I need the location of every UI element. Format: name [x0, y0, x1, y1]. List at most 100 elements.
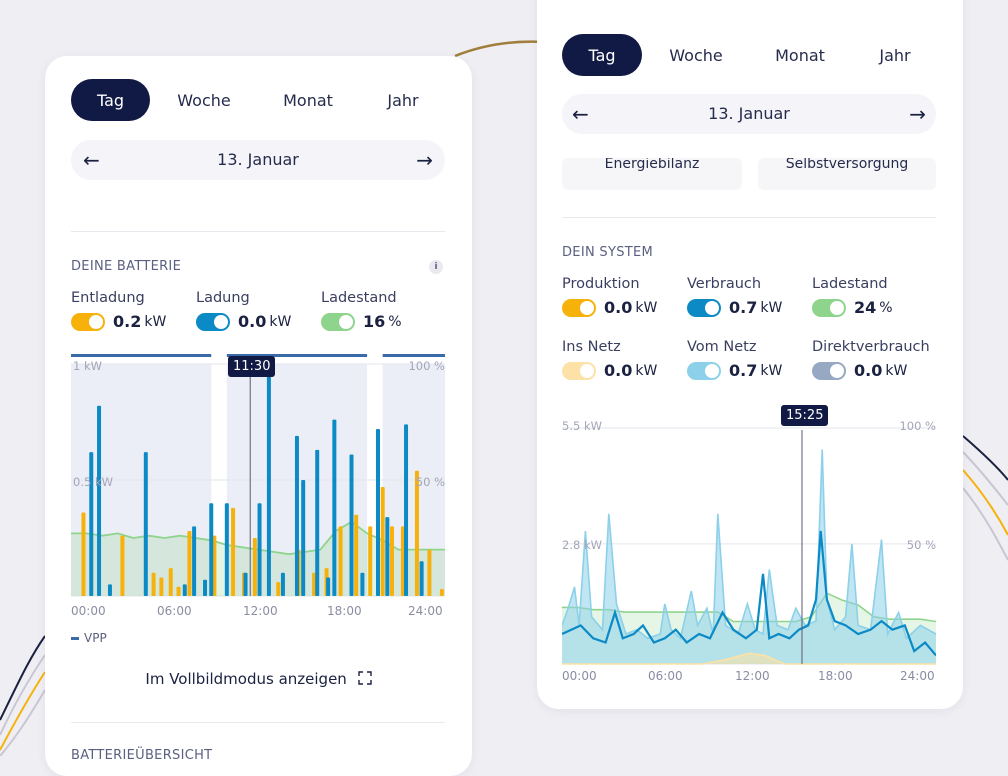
period-tabs: Tag Woche Monat Jahr: [562, 34, 940, 76]
expand-icon: [357, 670, 372, 689]
y2-axis-label-mid: 50 %: [906, 538, 936, 552]
bar-ladung: [182, 584, 187, 596]
metric-value: 16: [363, 312, 386, 331]
tab-tag[interactable]: Tag: [562, 34, 642, 76]
metric-unit: kW: [269, 313, 292, 330]
bar-ladung: [192, 526, 197, 596]
metric-label: Entladung: [71, 290, 145, 306]
vpp-bar: [226, 354, 368, 357]
tab-woche[interactable]: Woche: [669, 45, 723, 65]
x-tick: 12:00: [735, 669, 770, 683]
background-decoration: [0, 40, 1008, 756]
toggle-ladestand[interactable]: [321, 312, 355, 331]
bar-entladung: [212, 535, 217, 596]
subtab-selbstversorgung[interactable]: Selbstversorgung: [758, 158, 936, 190]
metric-label: Verbrauch: [687, 276, 762, 292]
bar-entladung: [81, 512, 86, 596]
metric-value: 0.0: [604, 361, 633, 380]
x-tick: 18:00: [818, 669, 853, 683]
fullscreen-link[interactable]: Im Vollbildmodus anzeigen: [45, 670, 472, 689]
toggle-produktion[interactable]: [562, 298, 596, 317]
metric-value: 0.0: [604, 298, 633, 317]
metric-unit: kW: [144, 313, 167, 330]
toggle-ladestand[interactable]: [812, 298, 846, 317]
bar-entladung: [368, 526, 373, 596]
bar-ladung: [404, 424, 409, 596]
date-navigator: ← 13. Januar →: [71, 140, 445, 180]
metric-unit: kW: [885, 362, 908, 379]
bar-ladung: [89, 452, 94, 596]
metric-label: Ladestand: [812, 276, 888, 292]
vpp-bar: [71, 354, 212, 357]
vpp-bar: [382, 354, 445, 357]
bar-ladung: [301, 480, 306, 596]
legend-swatch: [71, 636, 79, 640]
bar-ladung: [315, 449, 320, 596]
y2-axis-label-top: 100 %: [408, 359, 445, 373]
toggle-entladung[interactable]: [71, 312, 105, 331]
chart-legend: VPP: [71, 631, 107, 645]
info-icon[interactable]: i: [429, 260, 443, 274]
tab-jahr[interactable]: Jahr: [387, 90, 419, 110]
vom-netz-area: [562, 449, 936, 664]
bar-entladung: [338, 526, 343, 596]
metric-direktverbrauch: Direktverbrauch 0.0 kW: [812, 339, 930, 380]
metric-label: Ladestand: [321, 290, 397, 306]
tab-jahr[interactable]: Jahr: [879, 45, 911, 65]
bar-entladung: [439, 589, 444, 596]
tab-monat[interactable]: Monat: [775, 45, 825, 65]
x-tick: 18:00: [327, 604, 362, 618]
metric-label: Produktion: [562, 276, 640, 292]
divider: [71, 722, 445, 723]
bar-entladung: [120, 535, 125, 596]
x-tick: 12:00: [243, 604, 278, 618]
bar-entladung: [252, 538, 257, 596]
tab-monat[interactable]: Monat: [283, 90, 333, 110]
bar-ladung: [280, 572, 285, 596]
tab-tag[interactable]: Tag: [71, 79, 150, 121]
legend-vpp: VPP: [84, 631, 107, 645]
metric-unit: kW: [635, 299, 658, 316]
bar-ladung: [209, 503, 214, 596]
bar-ladung: [375, 428, 380, 596]
produktion-area: [562, 653, 936, 664]
arrow-right-icon[interactable]: →: [416, 148, 433, 172]
x-tick: 06:00: [648, 669, 683, 683]
period-tabs: Tag Woche Monat Jahr: [71, 79, 448, 121]
bar-entladung: [414, 470, 419, 596]
y-axis-label-top: 1 kW: [73, 359, 103, 373]
bar-entladung: [151, 572, 156, 596]
battery-chart[interactable]: [71, 354, 445, 598]
x-tick: 24:00: [408, 604, 443, 618]
toggle-vom-netz[interactable]: [687, 361, 721, 380]
subtab-energiebilanz[interactable]: Energiebilanz: [562, 158, 742, 190]
metric-value: 0.0: [854, 361, 883, 380]
system-card: Tag Woche Monat Jahr ← 13. Januar → Ener…: [537, 0, 963, 709]
metric-unit: kW: [760, 362, 783, 379]
y-axis-label-mid: 0.5 kW: [73, 475, 113, 489]
metric-value: 0.7: [729, 361, 758, 380]
bar-ladung: [332, 419, 337, 596]
toggle-ins-netz[interactable]: [562, 361, 596, 380]
tab-woche[interactable]: Woche: [177, 90, 231, 110]
toggle-direktverbrauch[interactable]: [812, 361, 846, 380]
metric-unit: kW: [760, 299, 783, 316]
toggle-ladung[interactable]: [196, 312, 230, 331]
date-label: 13. Januar: [217, 150, 299, 169]
chart-tooltip: 11:30: [228, 356, 276, 377]
bar-ladung: [326, 577, 331, 596]
y2-axis-label-mid: 50 %: [415, 475, 445, 489]
bar-entladung: [231, 507, 236, 596]
metric-ladestand: Ladestand 24%: [812, 276, 893, 317]
metric-ladung: Ladung 0.0 kW: [196, 290, 291, 331]
arrow-left-icon[interactable]: ←: [83, 148, 100, 172]
x-tick: 24:00: [900, 669, 935, 683]
x-tick: 00:00: [71, 604, 106, 618]
toggle-verbrauch[interactable]: [687, 298, 721, 317]
system-chart[interactable]: [562, 420, 936, 665]
arrow-right-icon[interactable]: →: [909, 102, 926, 126]
fullscreen-label: Im Vollbildmodus anzeigen: [145, 670, 347, 688]
bar-entladung: [354, 514, 359, 596]
arrow-left-icon[interactable]: ←: [572, 102, 589, 126]
metric-value: 24: [854, 298, 877, 317]
